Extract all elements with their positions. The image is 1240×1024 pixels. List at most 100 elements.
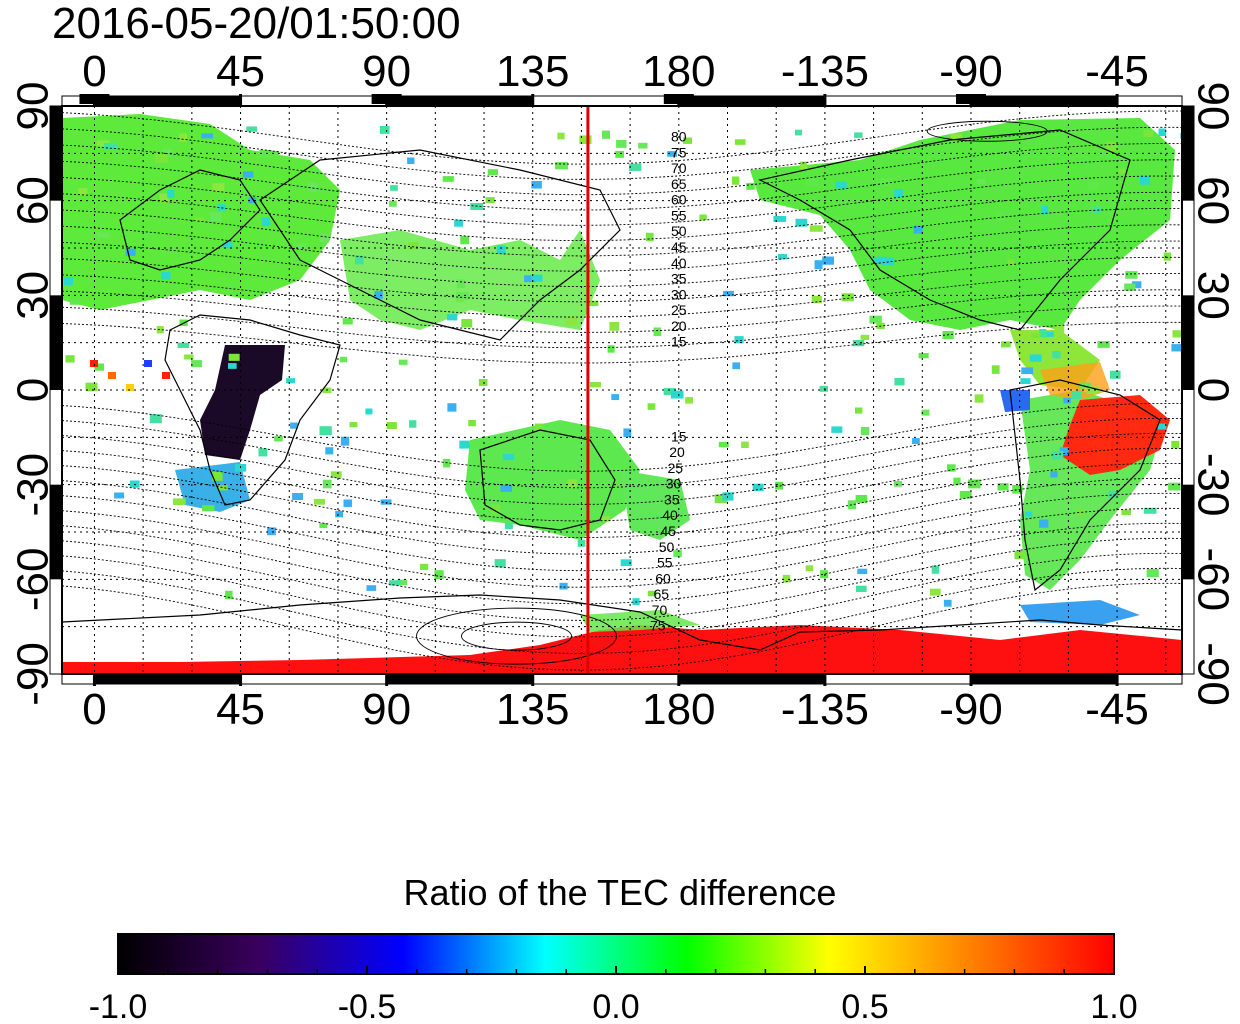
tec-data-layer (62, 114, 1182, 674)
contour-label: 35 (671, 271, 687, 287)
x-tick-label-bottom: 0 (82, 685, 106, 734)
contour-line (62, 224, 1182, 272)
tec-speckle (202, 505, 215, 512)
contour-line (62, 582, 1182, 671)
contour-label: 65 (654, 586, 670, 602)
tec-speckle (502, 453, 515, 460)
contour-label: 25 (668, 460, 684, 476)
tec-speckle (997, 483, 1009, 491)
tec-speckle (929, 588, 941, 596)
tec-speckle (854, 132, 863, 138)
tec-speckle (943, 599, 952, 607)
x-tick-label-top: -135 (781, 47, 869, 96)
tec-speckle (974, 394, 984, 403)
tec-speckle (1143, 507, 1157, 514)
contour-label: 20 (671, 318, 687, 334)
tec-speckle (1046, 331, 1054, 337)
tec-speckle (841, 293, 854, 302)
contour-label: 15 (671, 334, 687, 350)
tec-speckle (64, 276, 73, 286)
tec-speckle (1140, 176, 1150, 185)
tec-speckle (805, 565, 814, 572)
tec-speckle (589, 382, 601, 388)
tec-speckle (1054, 324, 1065, 333)
contour-label: 45 (661, 523, 677, 539)
x-tick-label-bottom: 135 (496, 685, 569, 734)
tec-speckle (379, 126, 390, 134)
tec-speckle (855, 495, 868, 503)
tec-speckle (524, 275, 537, 283)
tec-speckle (723, 290, 734, 297)
tec-speckle (162, 372, 170, 379)
tec-speckle (487, 169, 498, 176)
contour-line (62, 273, 1182, 318)
tec-speckle (204, 474, 217, 480)
tec-speckle (1029, 354, 1042, 362)
contour-line (62, 402, 1182, 472)
tec-speckle (1012, 485, 1023, 494)
x-axis-seg-bottom (970, 674, 1118, 684)
tec-speckle (531, 181, 542, 189)
tec-speckle (485, 197, 495, 204)
x-tick-label-top: 135 (496, 47, 569, 96)
contour-label: 60 (655, 570, 671, 586)
colorbar-tick-label: 0.5 (841, 988, 888, 1024)
tec-speckle (308, 182, 318, 192)
tec-speckle (1014, 550, 1027, 559)
tec-speckle (822, 256, 835, 265)
tec-speckle (478, 379, 488, 386)
tec-speckle (881, 257, 894, 266)
frame-bar-top (61, 95, 1183, 107)
tec-speckle (950, 133, 963, 141)
tec-speckle (365, 408, 373, 415)
tec-speckle (286, 378, 295, 384)
x-tick-label-bottom: -135 (781, 685, 869, 734)
tec-speckle (1086, 386, 1100, 395)
contour-label: 55 (657, 555, 673, 571)
tec-speckle (340, 436, 350, 446)
y-tick-label-right: 30 (1188, 271, 1237, 320)
contour-label: 15 (671, 428, 687, 444)
contour-label: 30 (666, 476, 682, 492)
tec-speckle (615, 150, 624, 158)
tec-speckle (1039, 519, 1049, 528)
tec-speckle (194, 216, 204, 223)
y-tick-label-left: -90 (9, 642, 58, 706)
tec-speckle (852, 340, 865, 347)
tec-speckle (114, 492, 125, 499)
tec-speckle (322, 479, 332, 489)
tec-speckle (847, 500, 857, 510)
contour-label: 50 (659, 539, 675, 555)
tec-speckle (319, 523, 328, 529)
tec-speckle (480, 458, 490, 466)
tec-speckle (860, 334, 870, 340)
y-axis-bar-right (1182, 295, 1194, 390)
tec-speckle (108, 372, 116, 379)
contour-label: 50 (671, 223, 687, 239)
tec-speckle (588, 300, 599, 307)
tec-speckle (228, 363, 237, 369)
tec-speckle (261, 217, 271, 227)
tec-speckle (325, 447, 334, 455)
y-tick-label-left: 0 (9, 378, 58, 402)
x-axis-seg-bottom (678, 674, 825, 684)
tec-region-nz (620, 470, 690, 540)
contour-line (62, 191, 1182, 242)
tec-speckle (504, 522, 513, 530)
contour-line (62, 567, 1182, 654)
tec-speckle (343, 499, 353, 507)
contour-line (62, 305, 1182, 349)
contour-label: 20 (669, 444, 685, 460)
tec-speckle (1087, 182, 1099, 190)
tec-speckle (1097, 341, 1110, 348)
tec-speckle (1063, 397, 1071, 404)
y-tick-label-right: -90 (1188, 642, 1237, 706)
tec-speckle (685, 397, 693, 404)
tec-speckle (447, 403, 457, 412)
tec-speckle (809, 225, 823, 232)
frame-bar-bottom (61, 673, 1183, 685)
tec-speckle (396, 579, 408, 586)
y-axis-bar-left (50, 484, 62, 580)
tec-speckle (874, 256, 888, 264)
contour-label: 30 (671, 286, 687, 302)
